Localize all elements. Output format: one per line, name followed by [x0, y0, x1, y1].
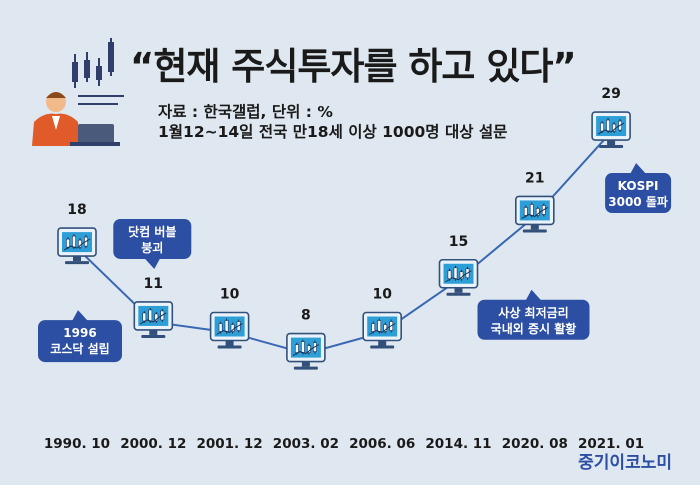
annotation-text: 사상 최저금리	[498, 305, 568, 320]
main-title: “현재 주식투자를 하고 있다”	[130, 45, 577, 88]
data-label: 29	[601, 86, 620, 102]
x-tick-label: 1990. 10	[44, 436, 110, 452]
data-label: 21	[525, 170, 544, 186]
data-label: 10	[372, 287, 392, 303]
x-tick-label: 2020. 08	[502, 436, 568, 452]
annotation-text: 국내외 증시 활황	[491, 321, 577, 336]
annotation-text: 1996	[63, 326, 96, 340]
annotation-text: 코스닥 설립	[50, 341, 109, 356]
data-point-monitor-icon	[514, 195, 555, 233]
data-point-monitor-icon	[286, 332, 326, 370]
data-label: 18	[67, 202, 86, 218]
data-label: 11	[144, 276, 163, 292]
investor-chart-icon	[32, 38, 124, 146]
data-point-monitor-icon	[133, 301, 174, 338]
data-point-monitor-icon	[362, 311, 403, 349]
data-point-monitor-icon	[591, 111, 631, 149]
x-tick-label: 2014. 11	[425, 436, 491, 452]
annotation-text: 닷컴 버블	[128, 224, 176, 239]
x-tick-label: 2006. 06	[349, 436, 415, 452]
data-point-monitor-icon	[57, 227, 97, 265]
data-label: 10	[220, 287, 240, 303]
data-label: 8	[301, 308, 311, 324]
annotation-text: 붕괴	[141, 240, 163, 255]
x-tick-label: 2000. 12	[120, 436, 186, 452]
x-tick-label: 2021. 01	[578, 436, 644, 452]
x-tick-label: 2001. 12	[196, 436, 262, 452]
data-label: 15	[449, 234, 468, 250]
x-tick-label: 2003. 02	[273, 436, 339, 452]
data-point-monitor-icon	[209, 311, 250, 349]
survey-note: 1월12~14일 전국 만18세 이상 1000명 대상 설문	[158, 123, 508, 141]
brand-logo-text: 중기이코노미	[578, 453, 672, 473]
data-point-monitor-icon	[438, 258, 479, 296]
source-note: 자료 : 한국갤럽, 단위 : %	[158, 103, 333, 121]
annotation-text: 3000 돌파	[608, 194, 668, 209]
annotation-text: KOSPI	[618, 179, 659, 193]
